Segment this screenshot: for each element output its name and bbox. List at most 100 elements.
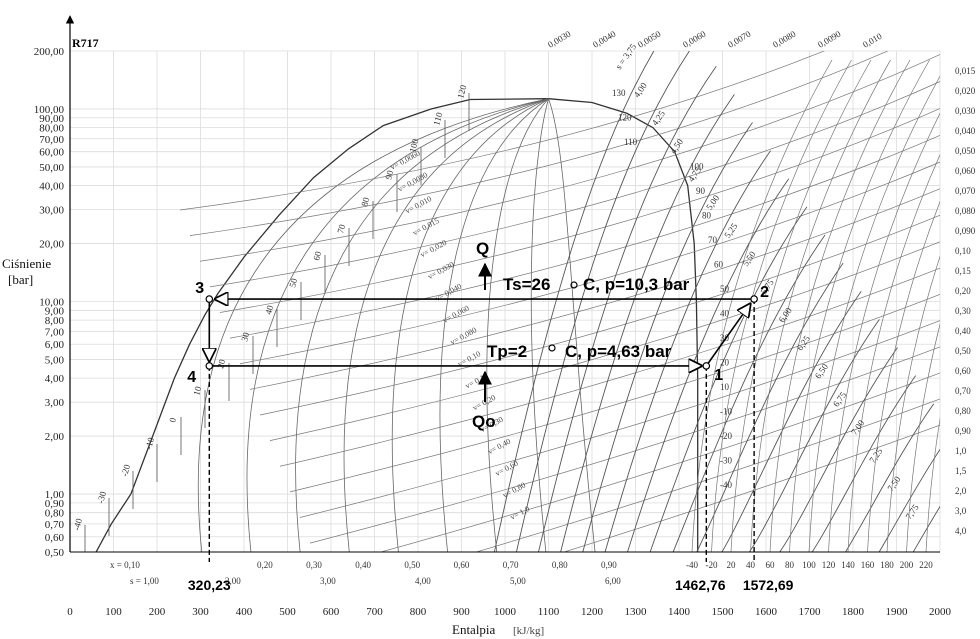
isochore-top-label: 0,0030 <box>546 28 573 49</box>
isotherm-vapor-line <box>867 200 940 552</box>
isotherm-vapor-line <box>691 59 833 552</box>
y-tick-label: 7,00 <box>45 326 65 338</box>
isentrope-line <box>878 448 940 552</box>
isotherm-vapor-label: 60 <box>714 260 724 270</box>
isochore-top-label: 0,0070 <box>726 28 753 49</box>
isentrope-line <box>912 505 940 552</box>
y-tick-label: 200,00 <box>34 46 65 58</box>
isochore-label: v= 0,0080 <box>396 170 429 193</box>
isotherm-label: 120 <box>455 83 468 99</box>
y-tick-label: 8,00 <box>45 315 65 327</box>
isentrope-line <box>721 290 862 552</box>
state-label-3: 3 <box>195 280 204 297</box>
isotherm-vapor-line <box>828 112 940 552</box>
isochore-label: v= 0,080 <box>449 325 478 346</box>
isotherm-vapor-label: 80 <box>702 211 712 221</box>
x-tick-label: 2000 <box>929 606 952 618</box>
x-tick-label: 800 <box>410 606 427 618</box>
x-tick-label: 1500 <box>712 606 735 618</box>
isochore-line <box>289 294 940 493</box>
quality-label: x = 0,10 <box>110 560 140 570</box>
state-label-1: 1 <box>714 367 723 384</box>
isochore-right-label: 1,5 <box>955 466 967 476</box>
isotherm-vapor-line <box>808 75 940 552</box>
isentrope-label: 6,50 <box>813 361 831 380</box>
isotherm-vapor-label: 70 <box>708 235 718 245</box>
isochore-right-label: 1,0 <box>955 446 967 456</box>
isotherm-bottom-label: 40 <box>746 560 756 570</box>
quality-label: 0,60 <box>454 560 470 570</box>
isotherm-vapor-line <box>906 322 940 552</box>
y-tick-label: 90,00 <box>39 113 64 125</box>
isotherm-bottom-label: 120 <box>822 560 836 570</box>
isochore-line <box>219 108 940 313</box>
isotherm-label: 100 <box>407 137 420 153</box>
y-tick-label: 0,90 <box>45 498 65 510</box>
isentrope-line <box>560 94 735 552</box>
y-tick-label: 80,00 <box>39 123 64 135</box>
isochore-label: v= 0,060 <box>441 304 470 325</box>
isochore-top-label: 0,0080 <box>771 28 798 49</box>
isochore-top-label: 0,0040 <box>591 28 618 49</box>
isochore-line <box>209 81 940 288</box>
isentrope-label: 5,25 <box>722 221 740 240</box>
isotherm-label: 90 <box>383 169 395 181</box>
isotherm-vapor-label: 130 <box>612 88 626 98</box>
y-tick-label: 2,00 <box>45 431 65 443</box>
isentrope-line <box>627 178 790 552</box>
isentrope-line <box>672 234 826 552</box>
isochore-right-label: 0,015 <box>955 66 976 76</box>
y-axis-unit: [bar] <box>8 272 33 287</box>
isotherm-vapor-label: -40 <box>720 480 732 490</box>
isotherm-bottom-label: 80 <box>785 560 795 570</box>
isotherm-bottom-label: 60 <box>766 560 776 570</box>
isochore-line <box>189 51 889 236</box>
isotherm-bottom-label: 220 <box>919 560 933 570</box>
x-axis-label: Entalpia <box>452 622 496 637</box>
isentrope-label: 7,25 <box>867 446 885 465</box>
y-tick-label: 50,00 <box>39 162 64 174</box>
isentrope-label: s = 3,75 <box>613 41 638 71</box>
isotherm-label: 110 <box>431 111 444 127</box>
isotherm-vapor-line <box>711 59 852 552</box>
state-point-1 <box>702 362 711 370</box>
isotherm-label: 40 <box>263 304 275 316</box>
isotherm-vapor-label: 110 <box>624 137 638 147</box>
isochore-label: v= 0,010 <box>404 194 433 215</box>
isentrope-line <box>649 206 808 552</box>
isotherm-label: -40 <box>71 517 84 532</box>
isochore-line <box>239 161 940 365</box>
isochore-right-label: 0,40 <box>955 326 971 336</box>
isochore-line <box>249 188 940 390</box>
y-tick-label: 5,00 <box>45 354 65 366</box>
isentrope-line <box>538 65 717 552</box>
y-tick-label: 40,00 <box>39 181 64 193</box>
quality-label: 0,70 <box>503 560 519 570</box>
isotherm-bottom-label: -40 <box>686 560 698 570</box>
isotherm-vapor-label: 10 <box>720 382 730 392</box>
isotherm-label: 60 <box>311 250 323 262</box>
heat-in-label: Qo <box>472 412 496 431</box>
isochore-right-label: 0,15 <box>955 266 971 276</box>
isotherm-vapor-label: -20 <box>720 431 732 441</box>
isochore-right-label: 0,040 <box>955 126 976 136</box>
isotherm-label: -20 <box>119 463 132 478</box>
enthalpy-value-label: 1572,69 <box>743 577 794 593</box>
isotherm-label: -10 <box>143 436 156 451</box>
quality-label: 0,90 <box>601 560 617 570</box>
isotherm-vapor-line <box>769 59 911 552</box>
isotherm-bottom-label: 100 <box>802 560 816 570</box>
isentrope-line <box>844 403 935 552</box>
isochore-line <box>279 267 940 467</box>
x-tick-label: 1100 <box>538 606 560 618</box>
isentrope-label: 4,00 <box>632 80 650 99</box>
x-tick-label: 700 <box>366 606 383 618</box>
x-tick-label: 100 <box>105 606 122 618</box>
isentrope-line <box>604 150 771 552</box>
state-point-4 <box>205 362 214 370</box>
x-tick-label: 1300 <box>625 606 648 618</box>
refrigeration-cycle: 1 2 3 4 320,23 1462,76 1572,69 Ts=26 C, p=10,3 b… <box>187 239 793 593</box>
isotherm-bottom-label: 180 <box>880 560 894 570</box>
y-tick-label: 1,00 <box>45 489 65 501</box>
isochore-top-label: 0,0050 <box>636 28 663 49</box>
